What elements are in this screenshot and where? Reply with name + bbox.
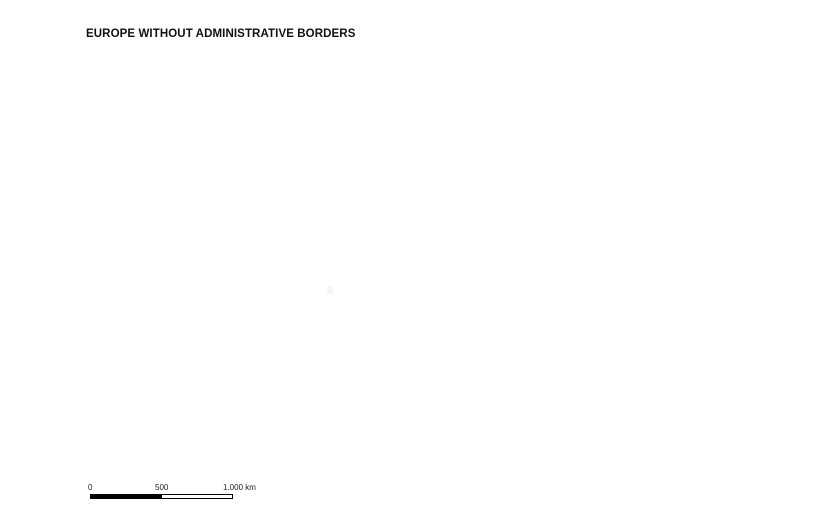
scale-label-1000: 1.000 km [223,483,256,492]
scale-label-0: 0 [88,483,93,492]
map-canvas[interactable] [0,50,840,470]
scale-label-500: 500 [155,483,169,492]
map-title: EUROPE WITHOUT ADMINISTRATIVE BORDERS [86,28,356,40]
map-feature [327,286,333,294]
scale-segment-black [90,494,162,499]
scale-segment-white [161,494,233,499]
